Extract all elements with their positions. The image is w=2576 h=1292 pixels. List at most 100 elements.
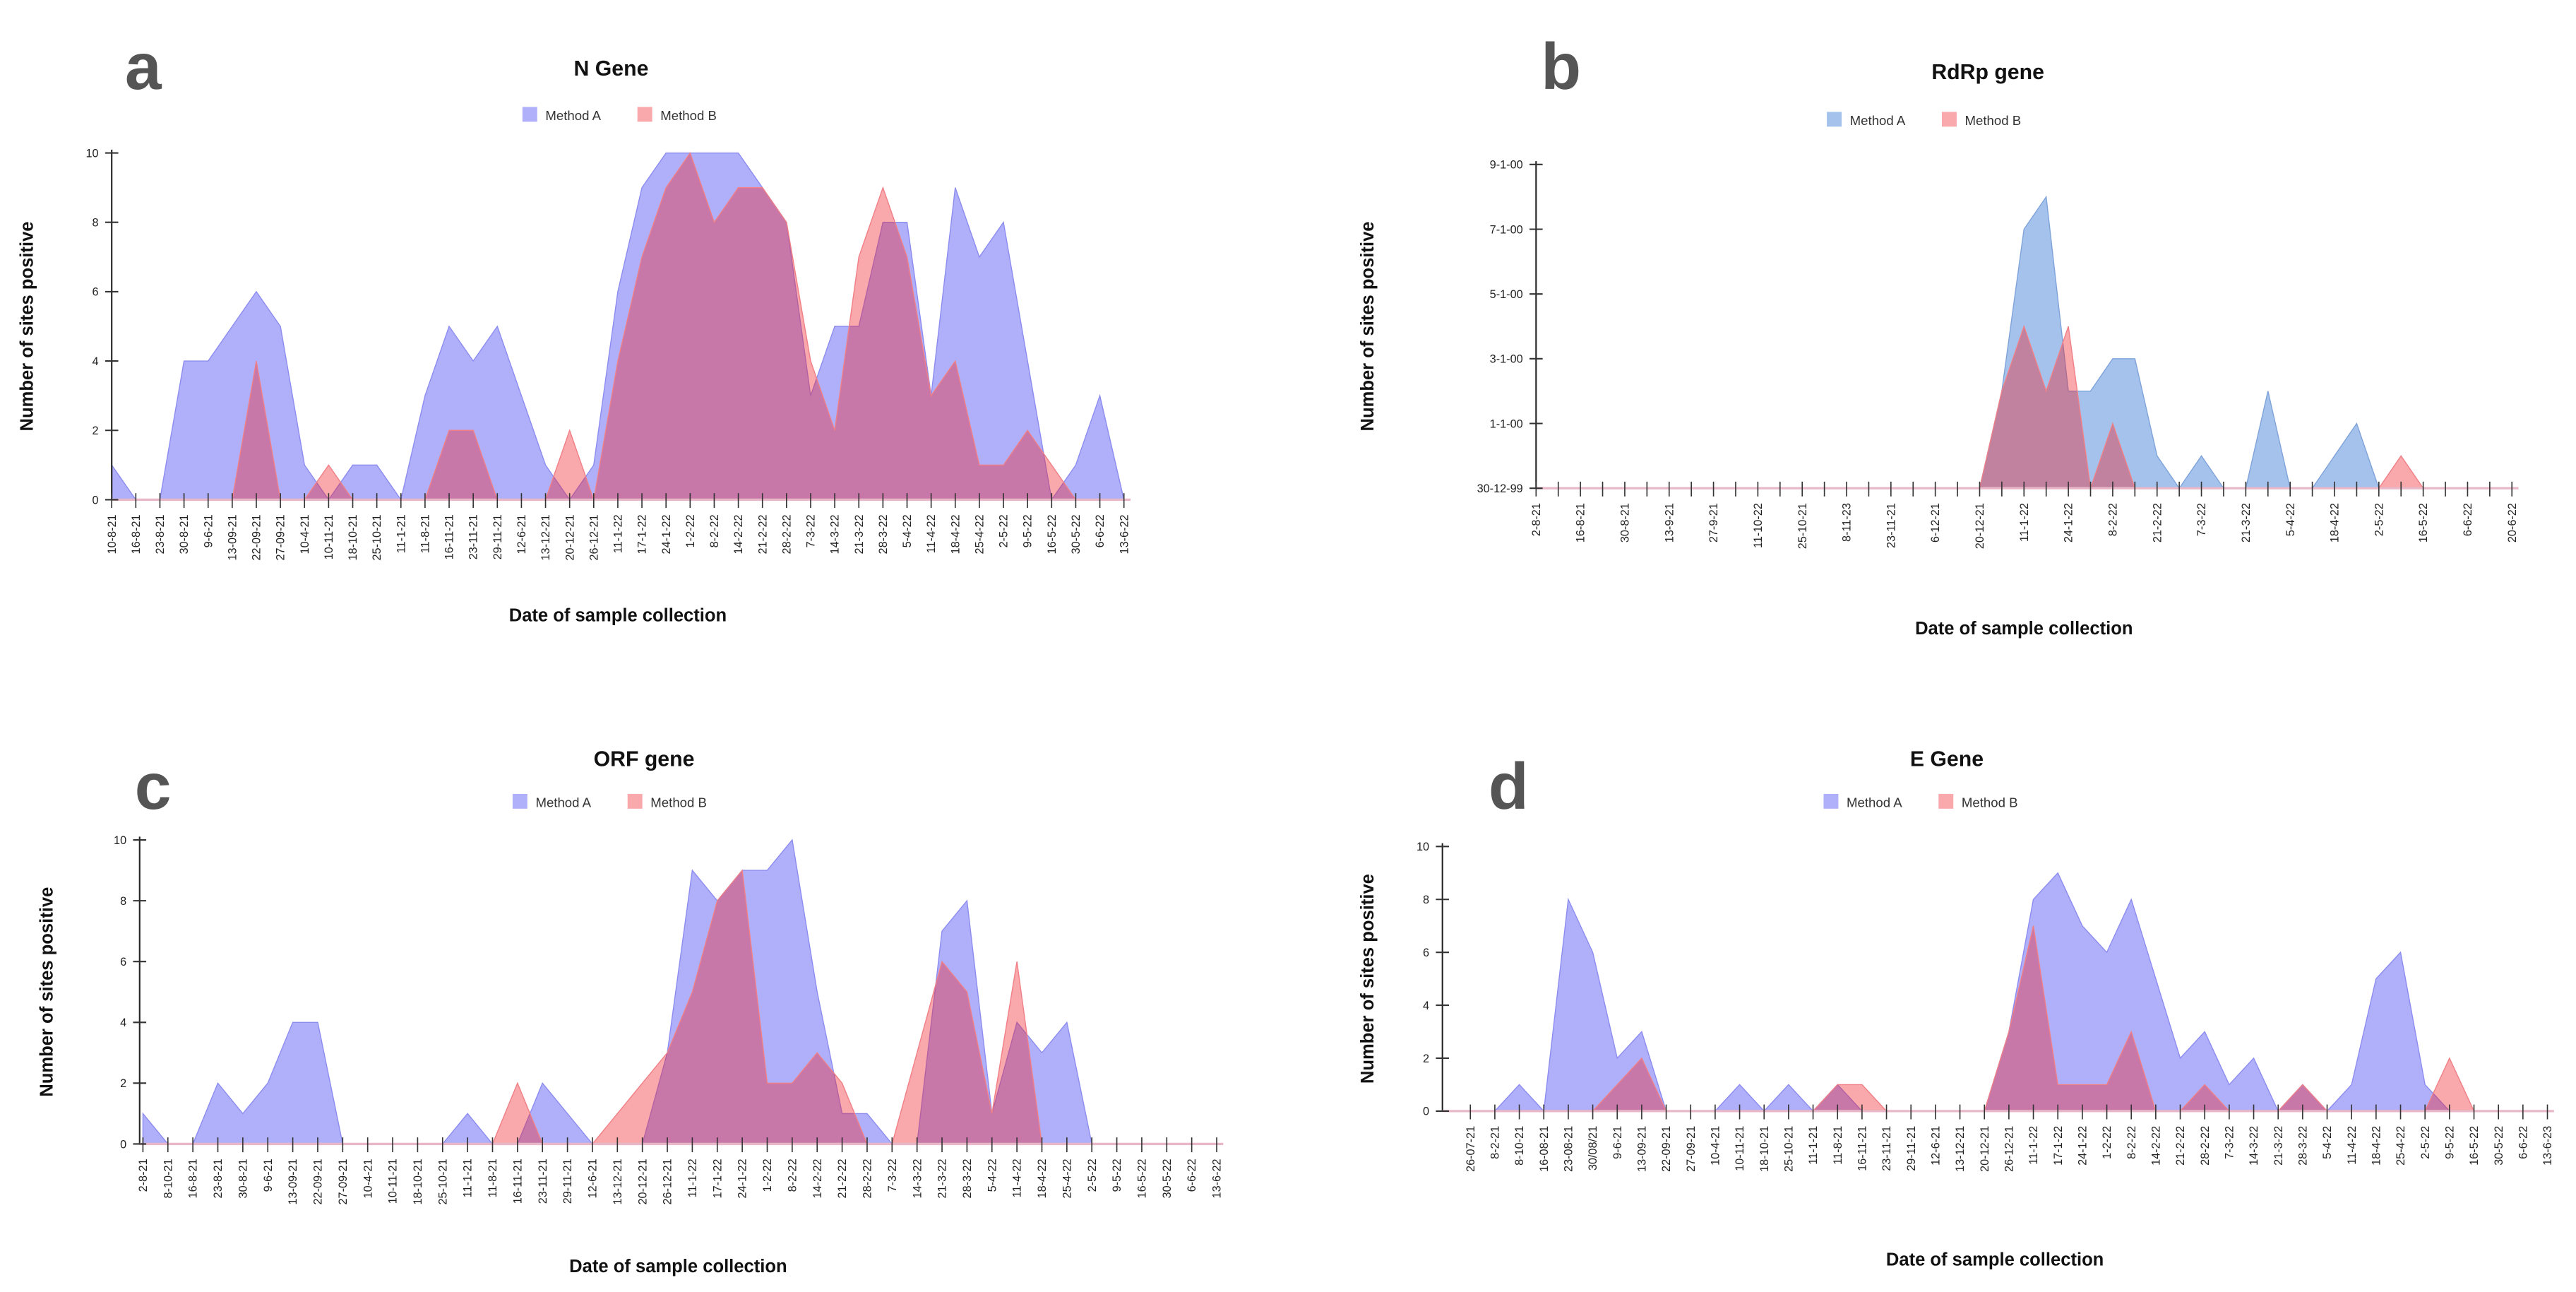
y-axis-label: Number of sites positive [37,887,56,1097]
x-tick-label: 16-5-22 [1136,1158,1149,1198]
y-tick-label: 5-1-00 [1490,288,1523,301]
x-tick-label: 7-3-22 [886,1158,899,1192]
x-tick-label: 6-12-21 [1929,503,1942,543]
legend-swatch-method-a [1823,793,1839,809]
y-tick-label: 8 [1423,894,1429,906]
x-tick-label: 5-4-22 [2321,1126,2334,1159]
x-tick-label: 11-1-22 [2027,1126,2040,1165]
legend: Method A Method B [512,793,707,810]
x-tick-label: 21-3-22 [2240,503,2253,543]
x-tick-label: 24-1-22 [737,1158,749,1198]
x-tick-label: 20-12-21 [636,1158,649,1204]
x-tick-label: 18-4-22 [949,514,962,554]
legend-swatch-method-b [627,793,643,809]
x-tick-label: 30-5-22 [2493,1126,2505,1166]
x-tick-label: 23-11-21 [537,1158,549,1204]
x-tick-label: 27-09-21 [337,1158,350,1204]
x-tick-label: 14-3-22 [911,1158,924,1198]
x-tick-label: 9-6-21 [1611,1126,1624,1159]
x-tick-label: 6-6-22 [1094,514,1107,547]
y-axis-label: Number of sites positive [1358,221,1378,431]
x-axis-label: Date of sample collection [509,606,727,626]
x-tick-label: 11-8-21 [419,514,431,553]
x-tick-label: 23-11-21 [467,514,480,559]
chart-title: RdRp gene [1931,61,2044,84]
legend-label-method-a: Method A [1847,795,1902,810]
x-tick-label: 2-8-21 [137,1158,150,1192]
x-tick-label: 13-6-23 [2541,1126,2554,1166]
x-tick-label: 7-3-22 [2195,503,2208,536]
x-tick-label: 6-6-22 [1186,1158,1198,1192]
x-tick-label: 28-3-22 [877,514,890,554]
y-tick-label: 4 [1423,1000,1429,1012]
x-tick-label: 10-11-21 [323,514,335,559]
x-tick-label: 24-1-22 [2076,1126,2089,1166]
x-tick-label: 18-10-21 [1758,1126,1771,1172]
x-tick-label: 6-6-22 [2462,503,2474,536]
x-tick-label: 6-6-22 [2517,1126,2529,1159]
x-tick-label: 13-09-21 [287,1158,299,1204]
y-axis-label: Number of sites positive [1358,874,1378,1084]
x-tick-label: 26-12-21 [2003,1126,2015,1172]
legend-swatch-method-b [1938,793,1954,809]
x-tick-label: 2-5-22 [2419,1126,2432,1159]
legend-label-method-b: Method B [650,795,707,810]
y-tick-label: 0 [93,494,99,506]
x-tick-label: 25-4-22 [973,514,986,554]
y-tick-label: 6 [120,956,126,968]
x-tick-label: 20-6-22 [2506,503,2519,543]
x-tick-label: 30-8-21 [178,514,191,554]
x-tick-label: 5-4-22 [901,514,914,547]
y-tick-label: 0 [120,1138,126,1151]
x-tick-label: 20-12-21 [564,514,576,560]
y-tick-label: 30-12-99 [1477,482,1523,495]
y-tick-label: 8 [120,895,126,908]
x-tick-label: 16-5-22 [2468,1126,2481,1166]
x-tick-label: 8-2-22 [708,514,721,547]
x-tick-label: 28-2-22 [861,1158,874,1198]
x-tick-label: 11-1-21 [395,514,407,553]
y-tick-label: 6 [93,286,99,299]
y-tick-label: 10 [1417,841,1429,853]
x-tick-label: 10-4-21 [1709,1126,1722,1166]
x-tick-label: 9-6-21 [262,1158,275,1192]
area-method-a [142,838,1217,1145]
x-tick-label: 11-8-21 [1832,1126,1844,1165]
legend: Method A Method B [1823,793,2018,810]
x-tick-label: 21-3-22 [2272,1126,2285,1166]
x-tick-label: 23-11-21 [1885,503,1897,548]
x-tick-label: 13-12-21 [1954,1126,1967,1172]
x-tick-label: 22-09-21 [312,1158,325,1204]
x-tick-label: 10-11-21 [387,1158,400,1204]
x-tick-label: 27-09-21 [275,514,287,560]
x-tick-label: 14-3-22 [829,514,842,554]
x-tick-label: 28-3-22 [2296,1126,2309,1166]
x-tick-label: 21-2-22 [756,514,769,554]
x-tick-label: 25-10-21 [371,514,383,560]
x-tick-label: 11-1-21 [1807,1126,1820,1165]
x-tick-label: 12-6-21 [1929,1126,1942,1166]
x-tick-label: 18-4-22 [2370,1126,2383,1166]
x-tick-label: 27-09-21 [1685,1126,1698,1172]
x-tick-label: 30-8-21 [237,1158,249,1198]
x-tick-label: 16-08-21 [1538,1126,1551,1172]
x-tick-label: 9-5-22 [2443,1126,2456,1159]
x-axis-label: Date of sample collection [1915,619,2133,639]
x-tick-label: 2-5-22 [998,514,1010,547]
x-tick-label: 8-2-21 [1489,1126,1501,1159]
x-tick-label: 10-4-21 [299,514,311,554]
x-tick-label: 13-6-22 [1118,514,1131,554]
x-tick-label: 7-3-22 [2223,1126,2236,1159]
x-tick-label: 2-5-22 [2373,503,2385,536]
x-tick-label: 30/08/21 [1587,1126,1599,1170]
legend-label-method-b: Method B [660,108,717,123]
x-tick-label: 16-11-21 [443,514,456,559]
x-tick-label: 25-4-22 [1061,1158,1073,1198]
legend-label-method-b: Method B [1965,113,2022,128]
x-tick-label: 23-08-21 [1562,1126,1575,1172]
area-method-a [1470,872,2548,1113]
x-tick-label: 9-5-22 [1111,1158,1123,1192]
x-tick-label: 13-09-21 [226,514,239,560]
x-tick-label: 16-8-21 [130,514,143,554]
x-tick-label: 21-3-22 [936,1158,949,1198]
